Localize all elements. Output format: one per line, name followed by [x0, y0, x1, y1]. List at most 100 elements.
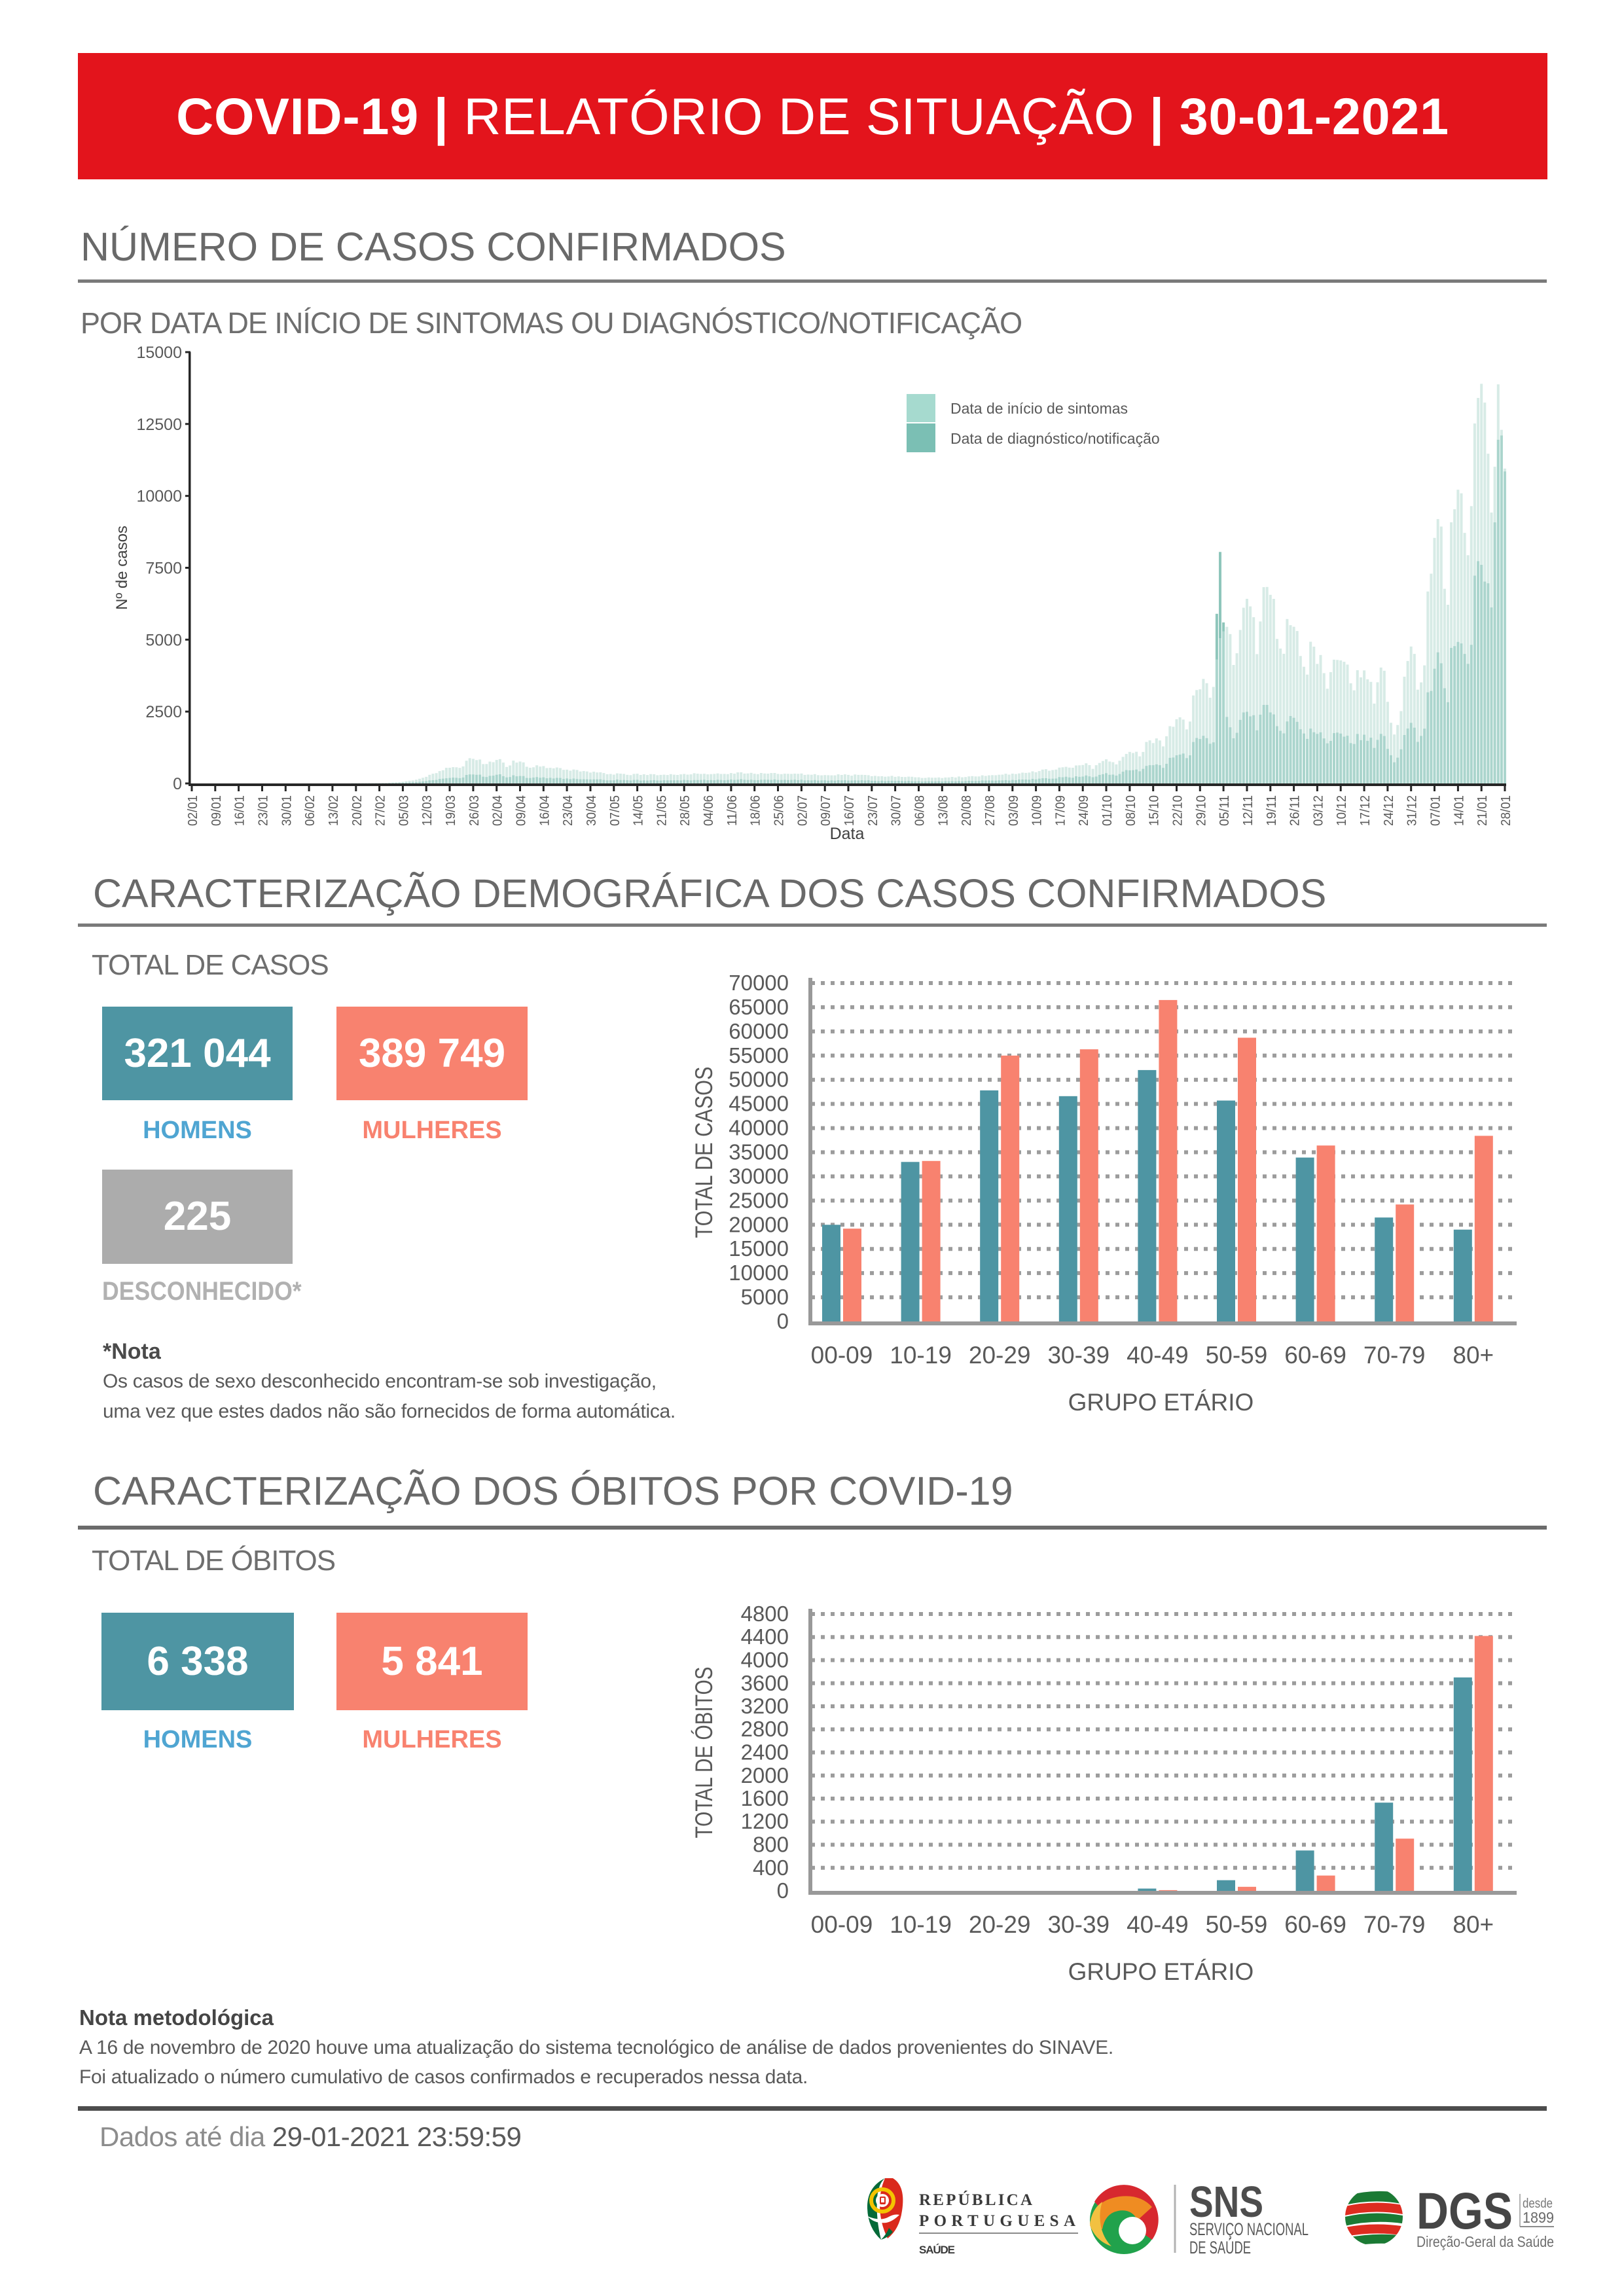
svg-text:01/10: 01/10 — [1100, 795, 1115, 826]
svg-text:50-59: 50-59 — [1206, 1911, 1268, 1938]
svg-text:15000: 15000 — [729, 1236, 789, 1261]
svg-text:40-49: 40-49 — [1127, 1342, 1189, 1369]
svg-text:30/01: 30/01 — [280, 795, 294, 826]
svg-text:10000: 10000 — [729, 1261, 789, 1285]
svg-text:40000: 40000 — [729, 1116, 789, 1140]
svg-text:18/06: 18/06 — [749, 795, 763, 826]
svg-text:GRUPO ETÁRIO: GRUPO ETÁRIO — [1068, 1958, 1254, 1985]
svg-text:SNS: SNS — [1189, 2178, 1263, 2227]
svg-text:03/12: 03/12 — [1311, 795, 1326, 826]
svg-text:70000: 70000 — [729, 971, 789, 995]
svg-text:DE SAÚDE: DE SAÚDE — [1189, 2237, 1251, 2257]
svg-text:50-59: 50-59 — [1206, 1342, 1268, 1369]
svg-text:10-19: 10-19 — [890, 1911, 952, 1938]
svg-text:40-49: 40-49 — [1127, 1911, 1189, 1938]
svg-text:60-69: 60-69 — [1284, 1911, 1346, 1938]
svg-text:400: 400 — [753, 1856, 789, 1880]
svg-text:21/05: 21/05 — [655, 795, 669, 826]
svg-text:80+: 80+ — [1453, 1342, 1494, 1369]
svg-text:5000: 5000 — [145, 631, 182, 649]
svg-text:30-39: 30-39 — [1047, 1342, 1110, 1369]
svg-text:3200: 3200 — [741, 1694, 789, 1718]
svg-text:14/05: 14/05 — [632, 795, 646, 826]
svg-text:0: 0 — [173, 775, 182, 793]
svg-text:2000: 2000 — [741, 1763, 789, 1787]
svg-text:10/12: 10/12 — [1335, 795, 1349, 826]
svg-text:4000: 4000 — [741, 1648, 789, 1672]
svg-text:05/11: 05/11 — [1218, 795, 1232, 826]
svg-text:11/06: 11/06 — [725, 795, 740, 826]
svg-text:Direção-Geral da Saúde: Direção-Geral da Saúde — [1416, 2233, 1554, 2250]
svg-text:20/02: 20/02 — [350, 795, 365, 826]
svg-text:desde: desde — [1523, 2197, 1553, 2211]
svg-text:10000: 10000 — [136, 488, 182, 506]
svg-text:5000: 5000 — [741, 1285, 789, 1309]
svg-text:2800: 2800 — [741, 1717, 789, 1741]
svg-text:07/01: 07/01 — [1429, 795, 1443, 826]
svg-text:70-79: 70-79 — [1363, 1911, 1426, 1938]
svg-text:24/12: 24/12 — [1382, 795, 1396, 826]
svg-text:10/09: 10/09 — [1030, 795, 1045, 826]
svg-text:02/04: 02/04 — [491, 795, 505, 826]
svg-text:70-79: 70-79 — [1363, 1342, 1426, 1369]
svg-text:02/01: 02/01 — [186, 795, 200, 826]
svg-text:17/09: 17/09 — [1053, 795, 1068, 826]
svg-text:05/03: 05/03 — [397, 795, 411, 826]
svg-text:09/07: 09/07 — [819, 795, 833, 826]
svg-text:60000: 60000 — [729, 1019, 789, 1043]
svg-text:55000: 55000 — [729, 1043, 789, 1067]
svg-text:09/01: 09/01 — [209, 795, 224, 826]
svg-text:60-69: 60-69 — [1284, 1342, 1346, 1369]
svg-text:00-09: 00-09 — [811, 1911, 873, 1938]
svg-text:13/08: 13/08 — [936, 795, 950, 826]
svg-text:28/01: 28/01 — [1499, 795, 1513, 826]
svg-text:17/12: 17/12 — [1358, 795, 1373, 826]
svg-text:26/11: 26/11 — [1288, 795, 1303, 826]
svg-text:02/07: 02/07 — [795, 795, 810, 826]
svg-text:SERVIÇO NACIONAL: SERVIÇO NACIONAL — [1189, 2219, 1308, 2239]
svg-text:31/12: 31/12 — [1405, 795, 1420, 826]
svg-text:TOTAL DE CASOS: TOTAL DE CASOS — [691, 1067, 717, 1238]
svg-text:25/06: 25/06 — [772, 795, 787, 826]
svg-text:13/02: 13/02 — [327, 795, 341, 826]
svg-text:1600: 1600 — [741, 1786, 789, 1810]
svg-text:26/03: 26/03 — [467, 795, 482, 826]
svg-text:1899: 1899 — [1523, 2209, 1554, 2226]
svg-text:30/07: 30/07 — [890, 795, 904, 826]
svg-text:GRUPO ETÁRIO: GRUPO ETÁRIO — [1068, 1389, 1254, 1416]
svg-text:24/09: 24/09 — [1077, 795, 1091, 826]
svg-text:45000: 45000 — [729, 1092, 789, 1116]
svg-text:27/02: 27/02 — [374, 795, 388, 826]
svg-text:20-29: 20-29 — [969, 1911, 1031, 1938]
svg-text:27/08: 27/08 — [983, 795, 998, 826]
svg-text:16/07: 16/07 — [842, 795, 857, 826]
svg-text:21/01: 21/01 — [1475, 795, 1490, 826]
svg-text:20-29: 20-29 — [969, 1342, 1031, 1369]
svg-text:22/10: 22/10 — [1171, 795, 1185, 826]
svg-text:50000: 50000 — [729, 1067, 789, 1092]
svg-text:Data de início de sintomas: Data de início de sintomas — [950, 400, 1128, 417]
svg-text:0: 0 — [777, 1878, 789, 1903]
svg-text:03/09: 03/09 — [1007, 795, 1021, 826]
svg-text:REPÚBLICA: REPÚBLICA — [919, 2191, 1032, 2209]
svg-text:10-19: 10-19 — [890, 1342, 952, 1369]
svg-text:23/07: 23/07 — [866, 795, 880, 826]
svg-text:06/08: 06/08 — [913, 795, 928, 826]
svg-text:Nº de casos: Nº de casos — [113, 526, 131, 610]
svg-text:16/01: 16/01 — [233, 795, 247, 826]
svg-text:4800: 4800 — [741, 1602, 789, 1626]
svg-text:PORTUGUESA: PORTUGUESA — [919, 2212, 1075, 2230]
svg-text:Data de diagnóstico/notificaçã: Data de diagnóstico/notificação — [950, 430, 1160, 447]
svg-text:08/10: 08/10 — [1124, 795, 1138, 826]
svg-text:800: 800 — [753, 1833, 789, 1857]
svg-text:04/06: 04/06 — [702, 795, 716, 826]
svg-text:16/04: 16/04 — [537, 795, 552, 826]
svg-text:00-09: 00-09 — [811, 1342, 873, 1369]
svg-text:23/04: 23/04 — [561, 795, 575, 826]
svg-text:3600: 3600 — [741, 1671, 789, 1695]
svg-text:19/03: 19/03 — [444, 795, 458, 826]
svg-text:06/02: 06/02 — [303, 795, 317, 826]
svg-text:1200: 1200 — [741, 1809, 789, 1833]
svg-text:20000: 20000 — [729, 1212, 789, 1236]
svg-text:80+: 80+ — [1453, 1911, 1494, 1938]
